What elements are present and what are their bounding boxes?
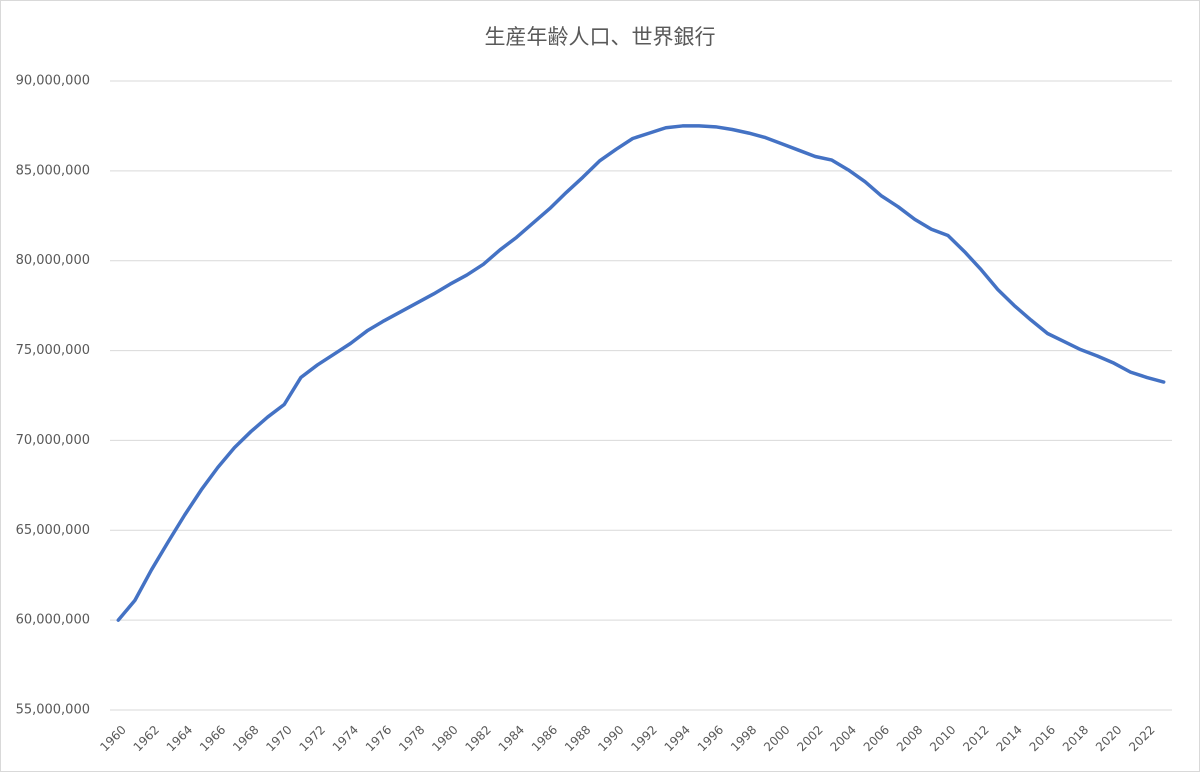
y-tick-label: 75,000,000	[16, 343, 90, 358]
chart-title: 生産年齢人口、世界銀行	[485, 25, 716, 49]
y-tick-label: 65,000,000	[16, 523, 90, 538]
y-tick-label: 60,000,000	[16, 613, 90, 628]
y-tick-label: 90,000,000	[16, 74, 90, 89]
y-tick-label: 55,000,000	[16, 703, 90, 718]
y-tick-label: 70,000,000	[16, 433, 90, 448]
y-tick-label: 85,000,000	[16, 163, 90, 178]
y-tick-label: 80,000,000	[16, 253, 90, 268]
data-line	[116, 124, 1166, 622]
